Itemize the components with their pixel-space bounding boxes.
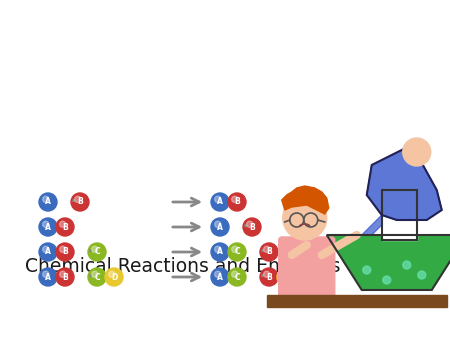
Circle shape: [283, 196, 327, 240]
Circle shape: [75, 196, 81, 202]
Circle shape: [264, 271, 270, 277]
Circle shape: [403, 261, 411, 269]
Circle shape: [43, 196, 49, 202]
Bar: [382, 190, 417, 240]
Circle shape: [59, 271, 66, 277]
Text: B: B: [249, 222, 255, 232]
Text: A: A: [45, 247, 51, 257]
Text: B: B: [62, 222, 68, 232]
Circle shape: [260, 268, 278, 286]
Circle shape: [243, 218, 261, 236]
Circle shape: [92, 246, 98, 252]
Text: C: C: [234, 272, 240, 282]
Text: ·: ·: [243, 220, 248, 234]
Circle shape: [418, 271, 426, 279]
Text: ·: ·: [70, 195, 76, 209]
Text: D: D: [111, 272, 117, 282]
Text: C: C: [94, 272, 100, 282]
Circle shape: [71, 193, 89, 211]
Circle shape: [215, 246, 221, 252]
FancyBboxPatch shape: [279, 237, 335, 303]
Text: B: B: [77, 197, 83, 207]
Circle shape: [43, 271, 49, 277]
Text: B: B: [62, 272, 68, 282]
Circle shape: [277, 268, 295, 286]
Polygon shape: [352, 215, 389, 255]
Text: ·: ·: [87, 245, 93, 259]
Circle shape: [211, 193, 229, 211]
Circle shape: [281, 271, 287, 277]
Text: A: A: [217, 272, 223, 282]
Text: ·: ·: [87, 270, 93, 284]
Circle shape: [232, 271, 238, 277]
Circle shape: [232, 246, 238, 252]
Circle shape: [59, 246, 66, 252]
Circle shape: [39, 193, 57, 211]
Circle shape: [383, 276, 391, 284]
Circle shape: [88, 268, 106, 286]
Text: ·: ·: [259, 270, 265, 284]
Text: B: B: [234, 197, 240, 207]
Text: ·: ·: [259, 245, 265, 259]
Text: Chemical Reactions and Enzymes: Chemical Reactions and Enzymes: [25, 257, 340, 276]
Circle shape: [228, 268, 246, 286]
Polygon shape: [282, 186, 329, 214]
Circle shape: [403, 138, 431, 166]
Circle shape: [43, 221, 49, 227]
Circle shape: [232, 196, 238, 202]
Circle shape: [247, 221, 253, 227]
Circle shape: [108, 271, 115, 277]
Circle shape: [211, 243, 229, 261]
Circle shape: [39, 268, 57, 286]
Bar: [382, 190, 417, 240]
Circle shape: [211, 218, 229, 236]
Circle shape: [228, 193, 246, 211]
Circle shape: [56, 268, 74, 286]
Circle shape: [228, 243, 246, 261]
Circle shape: [39, 243, 57, 261]
Circle shape: [260, 243, 278, 261]
Circle shape: [88, 243, 106, 261]
Text: A: A: [217, 197, 223, 207]
Circle shape: [264, 246, 270, 252]
Circle shape: [211, 268, 229, 286]
Polygon shape: [327, 235, 450, 290]
Text: B: B: [266, 247, 272, 257]
Text: A: A: [217, 222, 223, 232]
Circle shape: [39, 218, 57, 236]
Text: B: B: [62, 247, 68, 257]
Text: A: A: [45, 272, 51, 282]
Text: C: C: [234, 247, 240, 257]
Text: A: A: [45, 197, 51, 207]
Circle shape: [105, 268, 123, 286]
Circle shape: [215, 221, 221, 227]
Text: D: D: [283, 272, 289, 282]
Circle shape: [56, 218, 74, 236]
Text: C: C: [94, 247, 100, 257]
Text: A: A: [45, 222, 51, 232]
Circle shape: [92, 271, 98, 277]
Bar: [267, 295, 447, 307]
Text: B: B: [266, 272, 272, 282]
Text: A: A: [217, 247, 223, 257]
Circle shape: [59, 221, 66, 227]
Polygon shape: [367, 145, 442, 220]
Circle shape: [215, 196, 221, 202]
Circle shape: [43, 246, 49, 252]
Circle shape: [363, 266, 371, 274]
Circle shape: [215, 271, 221, 277]
Circle shape: [56, 243, 74, 261]
